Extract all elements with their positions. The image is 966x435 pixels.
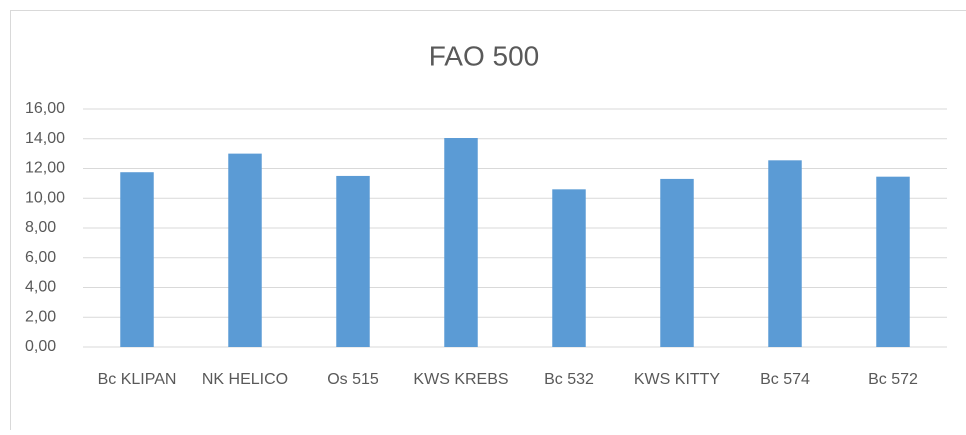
y-tick-label: 12,00 <box>25 160 65 177</box>
bar <box>876 177 909 347</box>
y-tick-label: 6,00 <box>25 249 56 266</box>
bar <box>336 176 369 347</box>
x-tick-label: Bc KLIPAN <box>98 371 177 388</box>
x-tick-label: Os 515 <box>327 371 379 388</box>
chart-title: FAO 500 <box>429 40 540 71</box>
y-tick-label: 4,00 <box>25 279 56 296</box>
y-tick-label: 14,00 <box>25 130 65 147</box>
y-tick-label: 8,00 <box>25 219 56 236</box>
x-tick-label: Bc 574 <box>760 371 810 388</box>
bar <box>660 179 693 347</box>
chart-frame <box>11 11 966 431</box>
bar <box>120 172 153 347</box>
y-tick-label: 2,00 <box>25 308 56 325</box>
y-tick-label: 10,00 <box>25 189 65 206</box>
x-tick-label: NK HELICO <box>202 371 288 388</box>
y-tick-label: 16,00 <box>25 100 65 117</box>
bar <box>228 154 261 347</box>
x-tick-label: KWS KITTY <box>634 371 721 388</box>
x-tick-label: KWS KREBS <box>413 371 508 388</box>
x-tick-label: Bc 532 <box>544 371 594 388</box>
bar <box>768 160 801 347</box>
bar <box>444 138 477 347</box>
bar <box>552 189 585 347</box>
y-tick-label: 0,00 <box>25 338 56 355</box>
x-tick-label: Bc 572 <box>868 371 918 388</box>
